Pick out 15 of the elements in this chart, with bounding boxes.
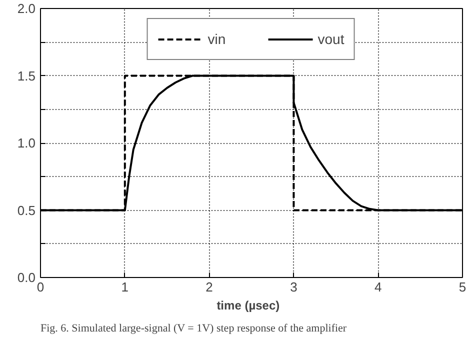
y-tick-label: 1.5	[17, 68, 36, 84]
text: 2.0	[17, 1, 36, 16]
x-tick-label: 3	[290, 280, 298, 294]
legend-label: vout	[318, 31, 344, 47]
x-tick-label: 0	[36, 280, 44, 294]
x-tick-label: 5	[458, 280, 466, 294]
x-tick-label: 4	[374, 280, 382, 294]
caption: Fig. 6. Simulated large-signal (V = 1V) step response of the amplifier	[40, 322, 347, 334]
x-axis-title: time (µsec)	[216, 298, 280, 312]
x-tick-label: 2	[206, 280, 213, 294]
text: 1.0	[17, 136, 36, 150]
legend-label: vin	[208, 31, 227, 47]
text: 0.0	[17, 270, 36, 285]
y-tick-label: 0.5	[17, 202, 36, 218]
x-tick-label: 1	[121, 280, 129, 294]
